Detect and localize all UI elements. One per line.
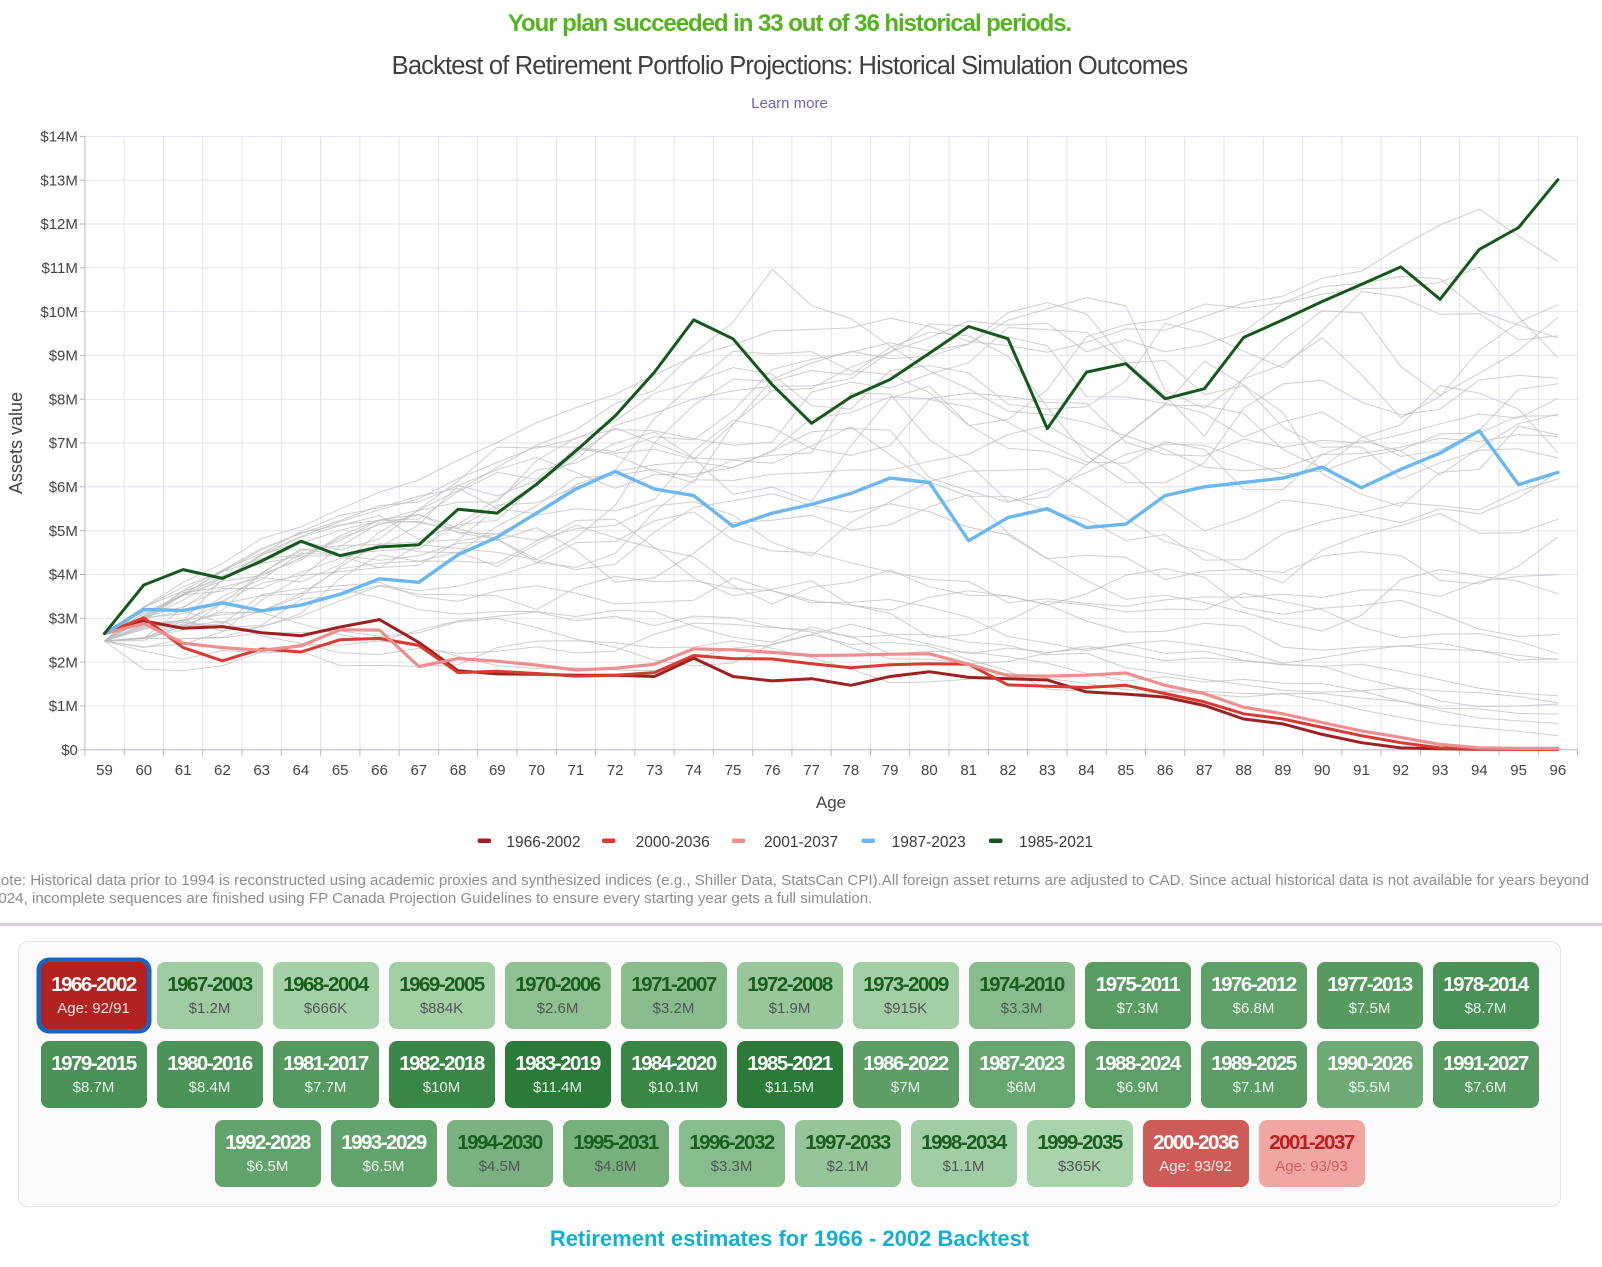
svg-text:72: 72 <box>607 762 624 779</box>
svg-text:63: 63 <box>253 762 270 779</box>
svg-text:$12M: $12M <box>40 216 78 233</box>
svg-text:$3M: $3M <box>49 611 78 628</box>
svg-text:1966-2002: 1966-2002 <box>506 834 580 851</box>
svg-text:$11M: $11M <box>41 260 77 277</box>
svg-text:76: 76 <box>764 762 781 779</box>
svg-text:$1M: $1M <box>49 698 78 715</box>
svg-text:91: 91 <box>1353 762 1370 779</box>
svg-text:81: 81 <box>960 762 977 779</box>
svg-text:1987-2023: 1987-2023 <box>892 834 966 851</box>
svg-text:73: 73 <box>646 762 663 779</box>
svg-text:67: 67 <box>410 762 427 779</box>
svg-text:$5M: $5M <box>49 523 78 540</box>
svg-text:70: 70 <box>528 762 545 779</box>
svg-text:2000-2036: 2000-2036 <box>636 834 710 851</box>
svg-text:80: 80 <box>921 762 938 779</box>
svg-text:65: 65 <box>332 762 349 779</box>
svg-text:93: 93 <box>1432 762 1449 779</box>
svg-text:61: 61 <box>175 762 192 779</box>
svg-text:2001-2037: 2001-2037 <box>764 834 838 851</box>
svg-text:59: 59 <box>96 762 113 779</box>
svg-text:$8M: $8M <box>49 391 78 408</box>
svg-text:64: 64 <box>293 762 310 779</box>
svg-text:$2M: $2M <box>49 654 78 671</box>
svg-text:68: 68 <box>450 762 467 779</box>
svg-text:92: 92 <box>1392 762 1409 779</box>
svg-text:96: 96 <box>1550 762 1567 779</box>
svg-text:66: 66 <box>371 762 388 779</box>
svg-text:82: 82 <box>1000 762 1017 779</box>
svg-text:90: 90 <box>1314 762 1331 779</box>
svg-text:$4M: $4M <box>49 567 78 584</box>
svg-text:95: 95 <box>1510 762 1527 779</box>
svg-text:Assets value: Assets value <box>6 392 26 494</box>
svg-text:$13M: $13M <box>40 172 78 189</box>
svg-text:87: 87 <box>1196 762 1213 779</box>
svg-text:86: 86 <box>1157 762 1174 779</box>
svg-text:$10M: $10M <box>40 304 78 321</box>
svg-text:60: 60 <box>135 762 152 779</box>
svg-text:Age: Age <box>816 793 846 812</box>
svg-text:$7M: $7M <box>49 435 78 452</box>
svg-text:69: 69 <box>489 762 506 779</box>
svg-text:74: 74 <box>685 762 702 779</box>
svg-text:88: 88 <box>1235 762 1252 779</box>
svg-text:71: 71 <box>568 762 585 779</box>
svg-text:$14M: $14M <box>40 129 78 146</box>
svg-text:77: 77 <box>803 762 820 779</box>
svg-text:84: 84 <box>1078 762 1095 779</box>
svg-text:$6M: $6M <box>49 479 78 496</box>
svg-text:78: 78 <box>843 762 860 779</box>
svg-text:79: 79 <box>882 762 899 779</box>
svg-text:$0: $0 <box>61 742 78 759</box>
svg-text:83: 83 <box>1039 762 1056 779</box>
svg-text:85: 85 <box>1117 762 1134 779</box>
svg-text:62: 62 <box>214 762 231 779</box>
svg-text:1985-2021: 1985-2021 <box>1019 834 1093 851</box>
svg-text:$9M: $9M <box>49 348 78 365</box>
svg-text:94: 94 <box>1471 762 1488 779</box>
svg-text:89: 89 <box>1275 762 1292 779</box>
svg-text:75: 75 <box>725 762 742 779</box>
